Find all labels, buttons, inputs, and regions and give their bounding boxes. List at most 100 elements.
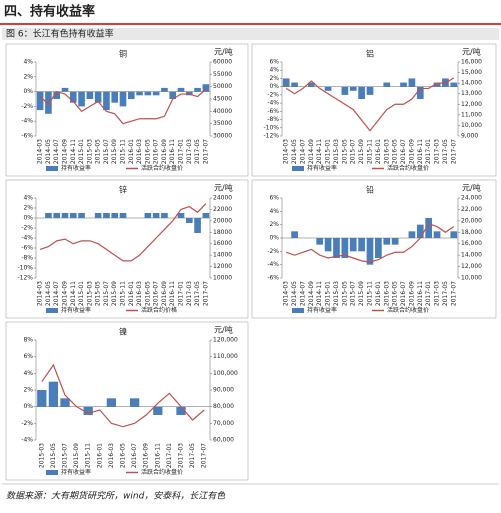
legend-swatch: [292, 308, 304, 313]
x-tick-label: 2015-11: [367, 281, 374, 306]
x-tick-label: 2015-01: [325, 139, 332, 164]
bar: [416, 86, 424, 99]
y2-tick-label: 100,000: [213, 370, 238, 377]
bar: [78, 213, 85, 218]
x-tick-label: 2014-11: [70, 139, 77, 164]
chart-title: 锌: [119, 185, 127, 195]
bar: [45, 213, 52, 218]
bar: [136, 91, 143, 96]
bar: [169, 91, 177, 99]
chart: 铅 元/吨 6% 4% 2% 0% -2% -4% -6% 24,000 22,000 20,000 1…: [251, 179, 497, 319]
x-tick-label: 2014-03: [37, 139, 44, 164]
y-tick-label: -6%: [267, 275, 279, 282]
bar: [307, 82, 315, 87]
bar: [103, 91, 110, 111]
x-tick-label: 2014-03: [37, 281, 44, 306]
y-tick-label: 0%: [23, 403, 33, 410]
x-tick-label: 2015-09: [358, 281, 365, 306]
bar: [194, 87, 201, 92]
x-tick-label: 2015-07: [350, 281, 357, 306]
y2-tick-label: 13,000: [461, 90, 482, 97]
x-tick-label: 2017-05: [189, 443, 196, 468]
caption-band: [2, 28, 499, 40]
x-tick-label: 2015-11: [367, 139, 374, 164]
y2-tick-label: 11,000: [461, 111, 482, 118]
x-tick-label: 2014-09: [62, 139, 69, 164]
x-tick-label: 2016-01: [375, 281, 382, 306]
y-tick-label: -10%: [17, 265, 33, 272]
bar: [202, 213, 210, 218]
chart: 锌 元/吨 4% 2% 0% -2% -4% -6% -8% -10% -12% 24000 22000…: [5, 179, 249, 319]
bar: [45, 91, 52, 114]
x-tick-label: 2015-01: [78, 281, 85, 306]
x-tick-label: 2015-09: [111, 281, 118, 306]
x-tick-label: 2014-05: [291, 281, 298, 306]
bar: [291, 82, 298, 87]
x-tick-label: 2014-05: [45, 281, 52, 306]
x-tick-label: 2014-09: [62, 281, 69, 306]
y-tick-label: -6%: [21, 245, 33, 252]
x-tick-label: 2016-03: [108, 443, 115, 468]
x-tick-label: 2015-11: [85, 443, 92, 468]
y2-tick-label: 15,000: [461, 69, 482, 76]
y-tick-label: -4%: [21, 118, 33, 125]
y2-tick-label: 20000: [213, 217, 232, 224]
chart-frame: [5, 179, 249, 319]
chart-title: 铜: [119, 49, 127, 59]
chart-title: 铝: [366, 49, 374, 59]
y-tick-label: 4%: [23, 59, 33, 66]
x-tick-label: 2017-05: [442, 281, 449, 306]
x-tick-label: 2015-07: [103, 139, 110, 164]
x-tick-label: 2015-09: [73, 443, 80, 468]
chart-frame: [5, 321, 249, 481]
y2-tick-label: 110,000: [213, 353, 238, 360]
bar: [61, 213, 69, 218]
x-tick-label: 2016-07: [153, 139, 160, 164]
bar: [291, 231, 298, 238]
x-tick-label: 2014-07: [299, 281, 306, 306]
y-tick-label: 4%: [269, 208, 279, 215]
x-tick-label: 2016-01: [375, 139, 382, 164]
chart-frame: [5, 43, 249, 177]
bar: [106, 398, 117, 407]
y2-unit: 元/吨: [462, 47, 481, 57]
y-tick-label: 0%: [23, 88, 33, 95]
x-tick-label: 2016-03: [383, 139, 390, 164]
x-tick-label: 2017-07: [201, 443, 208, 468]
bar: [94, 91, 102, 103]
legend-swatch: [292, 166, 304, 171]
x-tick-label: 2015-07: [62, 443, 69, 468]
bar: [61, 87, 69, 92]
x-tick-label: 2017-03: [434, 139, 441, 164]
legend-label: 持有收益率: [307, 164, 337, 172]
x-tick-label: 2015-03: [38, 443, 45, 468]
y-tick-label: -2%: [267, 91, 279, 98]
x-tick-label: 2017-05: [442, 139, 449, 164]
chart-title: 镍: [119, 327, 127, 337]
x-tick-label: 2015-05: [341, 281, 348, 306]
x-tick-label: 2017-03: [178, 443, 185, 468]
x-tick-label: 2014-09: [308, 139, 315, 164]
x-tick-label: 2017-05: [194, 139, 201, 164]
y2-tick-label: 30000: [213, 133, 232, 140]
y2-tick-label: 12,000: [461, 101, 482, 108]
bar: [383, 82, 391, 87]
bar: [177, 213, 185, 218]
y-tick-label: 2%: [269, 75, 279, 82]
legend-swatch: [46, 308, 58, 313]
y2-tick-label: 24000: [213, 195, 232, 202]
y2-tick-label: 12000: [213, 263, 232, 270]
x-tick-label: 2017-07: [450, 281, 457, 306]
x-tick-label: 2015-03: [333, 139, 340, 164]
source-note: 数据来源：大有期货研究所，wind，安泰科，长江有色: [6, 491, 226, 502]
y-tick-label: -2%: [21, 103, 33, 110]
bar: [194, 218, 201, 233]
x-tick-label: 2015-05: [95, 139, 102, 164]
y2-tick-label: 55000: [213, 71, 232, 78]
y2-tick-label: 60000: [213, 59, 232, 66]
bar: [53, 213, 61, 218]
price-line: [39, 203, 207, 262]
bar: [144, 91, 152, 96]
x-tick-label: 2015-09: [358, 139, 365, 164]
